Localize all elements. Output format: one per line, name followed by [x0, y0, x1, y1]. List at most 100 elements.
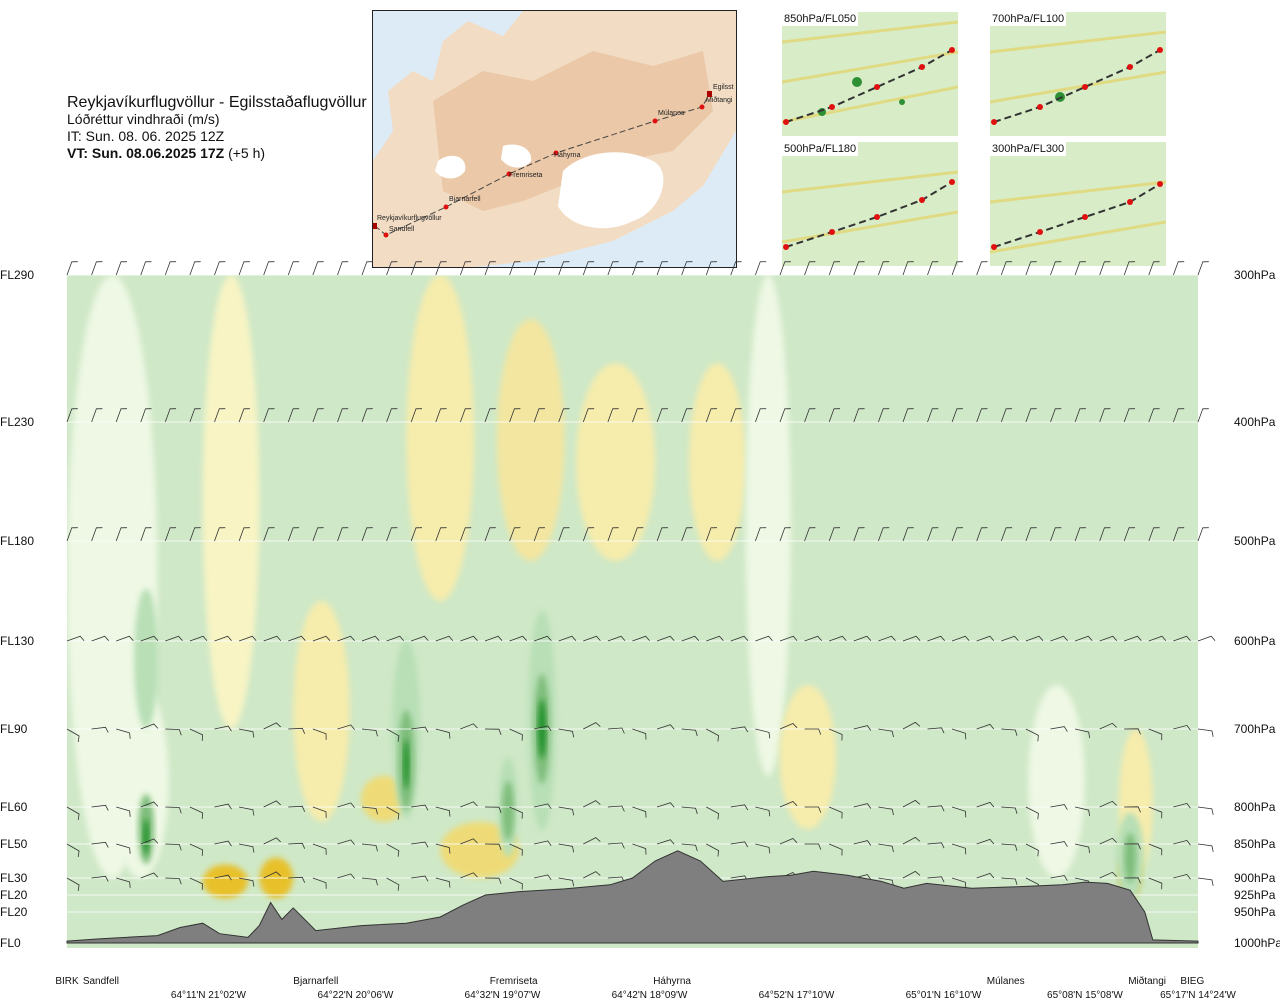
wind-barb — [1025, 408, 1037, 423]
wind-barb — [1148, 635, 1167, 642]
wind-barb — [681, 635, 700, 642]
wind-barb — [582, 527, 595, 542]
pressure-level-label: 800hPa — [1234, 800, 1276, 814]
wind-barb — [1074, 261, 1086, 276]
pressure-level-label: 925hPa — [1234, 888, 1276, 902]
wind-barb — [165, 728, 182, 736]
wind-barb — [558, 877, 575, 887]
map-label-fremriseta: Fremriseta — [509, 172, 543, 179]
wind-barb — [509, 261, 521, 276]
wind-barb — [263, 261, 275, 276]
wind-barb — [263, 837, 281, 845]
pressure-level-label: 1000hPa — [1234, 936, 1280, 950]
wind-barb — [509, 843, 523, 856]
wind-barb — [1001, 843, 1018, 851]
wind-barb — [214, 840, 232, 847]
wind-barb — [681, 843, 698, 852]
wind-barb — [1075, 728, 1090, 739]
wind-barb — [632, 635, 650, 642]
wind-barb — [460, 723, 478, 730]
mini-map-label: 700hPa/FL100 — [990, 12, 1067, 26]
wind-barb — [140, 527, 152, 542]
updraft-area — [143, 818, 150, 855]
wind-barb — [1148, 527, 1160, 542]
wind-barb — [337, 802, 355, 808]
flight-level-label: FL30 — [0, 871, 28, 885]
wind-barb — [607, 635, 626, 642]
wind-barb — [804, 806, 822, 813]
wind-barb — [1148, 261, 1160, 276]
wind-barb — [902, 527, 914, 542]
wind-barb — [927, 261, 939, 276]
wind-barb — [509, 408, 521, 423]
downdraft-area — [406, 275, 475, 601]
flight-level-label: FL50 — [0, 837, 28, 851]
wind-barb — [337, 839, 355, 845]
wind-barb — [337, 408, 349, 423]
wind-barb — [189, 843, 204, 856]
station-label: Fremriseta — [490, 976, 538, 987]
wind-barb — [238, 261, 250, 276]
wind-barb — [1124, 877, 1141, 884]
wind-barb — [533, 261, 545, 276]
wind-barb — [730, 726, 749, 733]
wind-barb — [1025, 527, 1037, 542]
wind-barb — [1074, 408, 1086, 423]
coordinate-label: 64°22'N 20°06'W — [318, 990, 394, 1001]
wind-barb — [116, 877, 131, 888]
wind-barb — [361, 261, 373, 276]
wind-barb — [1099, 408, 1111, 423]
wind-barb — [460, 261, 472, 276]
mini-map-300: 300hPa/FL300 — [990, 142, 1166, 266]
wind-barb — [1197, 527, 1209, 542]
wind-barb — [238, 408, 250, 423]
wind-barb — [115, 527, 128, 542]
wind-barb — [1148, 843, 1163, 856]
wind-barb — [829, 635, 847, 642]
flight-level-labels: FL290 FL230 FL180 FL130 FL90 FL60 FL50 FL30 FL20… — [0, 268, 34, 950]
wind-barb — [165, 843, 182, 851]
wind-barb — [1099, 635, 1118, 642]
wind-barb — [66, 843, 80, 857]
wind-barb — [116, 728, 131, 739]
parameter-label: Lóðréttur vindhraði (m/s) — [67, 111, 220, 127]
wind-barb — [878, 728, 894, 738]
wind-barb — [829, 728, 843, 741]
wind-barb — [607, 408, 619, 423]
wind-barb — [1197, 806, 1214, 815]
wind-barb — [1050, 408, 1062, 423]
wind-barb — [1001, 877, 1018, 885]
updraft-area — [403, 739, 410, 790]
wind-barb — [829, 843, 843, 856]
wind-barb — [1001, 728, 1018, 736]
wind-barb — [435, 408, 447, 423]
wind-barb — [238, 635, 257, 642]
wind-barb — [976, 527, 988, 542]
map-label-mulanes: Múlanes — [658, 110, 685, 117]
vertical-velocity-field — [67, 275, 1198, 948]
wind-barb — [534, 803, 552, 810]
station-label: Miðtangi — [1128, 975, 1166, 987]
wind-barb — [1050, 841, 1068, 847]
wind-barb — [878, 408, 890, 423]
wind-barb — [755, 261, 767, 276]
wind-barb — [189, 261, 201, 276]
pressure-level-label: 300hPa — [1234, 268, 1276, 282]
wind-barb — [632, 806, 647, 818]
wind-barb — [681, 806, 698, 815]
wind-barb — [484, 728, 502, 736]
wind-barb — [534, 725, 552, 732]
wind-barb — [411, 804, 429, 811]
wind-barb — [239, 877, 255, 887]
wind-barb — [1000, 408, 1013, 423]
wind-barb — [239, 843, 255, 853]
station-label: Háhyrna — [653, 976, 691, 987]
wind-barb — [263, 800, 281, 808]
wind-barb — [976, 872, 995, 879]
wind-barb — [705, 408, 718, 423]
wind-barb — [1173, 261, 1185, 276]
wind-barb — [853, 635, 872, 642]
wind-barb — [361, 843, 378, 852]
wind-barb — [165, 635, 183, 642]
wind-barb — [1000, 527, 1013, 542]
